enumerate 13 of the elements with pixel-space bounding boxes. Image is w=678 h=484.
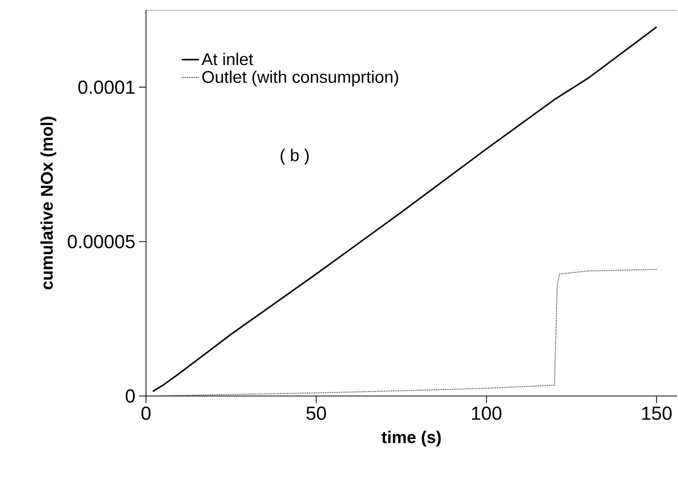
x-tick-label: 150 xyxy=(642,406,672,420)
legend-label: Outlet (with consumprtion) xyxy=(202,70,398,86)
x-tick-label: 100 xyxy=(472,406,502,420)
annotation: ( b ) xyxy=(280,148,309,165)
y-tick-label: 0.0001 xyxy=(78,80,135,94)
x-tick-label: 0 xyxy=(141,406,151,420)
y-tick-label: 0 xyxy=(126,389,135,403)
y-axis-title: cumulative NOx (mol) xyxy=(40,116,56,290)
line-series xyxy=(152,26,658,392)
x-axis-title: time (s) xyxy=(382,430,441,447)
legend-label: At inlet xyxy=(202,52,254,66)
x-tick-label: 50 xyxy=(306,406,326,420)
y-tick-label: 0.00005 xyxy=(68,234,135,248)
